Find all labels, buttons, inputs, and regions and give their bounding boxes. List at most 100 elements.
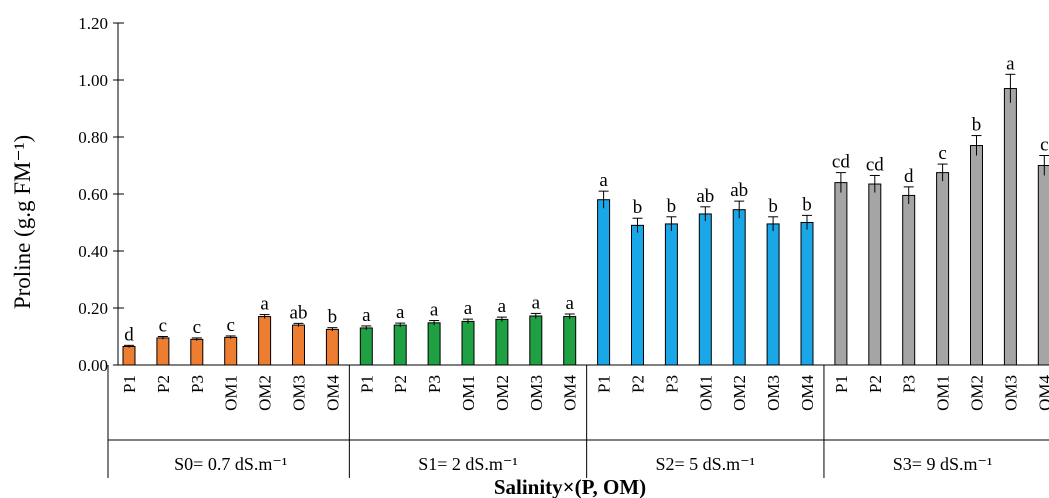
y-tick-label: 0.00	[78, 356, 108, 375]
bar	[156, 337, 170, 366]
significance-letter: cd	[832, 152, 850, 173]
x-category-label: OM1	[222, 375, 241, 411]
significance-letter: a	[396, 302, 405, 323]
y-tick-label: 1.00	[78, 71, 108, 90]
x-category-label: OM1	[934, 375, 953, 411]
y-tick-label: 0.40	[78, 242, 108, 261]
significance-letter: c	[226, 315, 234, 336]
bar	[732, 209, 746, 366]
x-category-label: P1	[357, 375, 376, 393]
x-category-label: P3	[900, 375, 919, 393]
x-category-label: OM1	[696, 375, 715, 411]
bar	[834, 182, 848, 366]
bar	[1003, 88, 1017, 366]
bar	[325, 328, 339, 366]
bar	[258, 316, 272, 366]
significance-letter: b	[768, 196, 778, 217]
y-tick-label: 0.20	[78, 299, 108, 318]
significance-letter: ab	[290, 302, 308, 323]
group-label: S0= 0.7 dS.m⁻¹	[174, 454, 287, 474]
bar	[970, 145, 983, 366]
significance-letter: a	[1006, 53, 1015, 74]
significance-letter: ab	[696, 186, 714, 207]
x-category-label: OM3	[290, 375, 309, 411]
bar	[292, 324, 305, 366]
y-axis-title: Proline (g.g FM⁻¹)	[10, 135, 35, 309]
bar	[868, 183, 882, 366]
significance-letter: a	[565, 293, 574, 314]
y-axis: 0.00 0.20 0.40 0.60 0.80 1.00 1.20	[78, 14, 124, 375]
significance-letter: a	[362, 305, 371, 326]
x-category-label: P2	[154, 375, 173, 393]
significance-letter: cd	[866, 154, 884, 175]
significance-letter: b	[667, 196, 677, 217]
bar	[631, 224, 644, 366]
x-category-label: OM4	[561, 375, 580, 411]
group-label: S2= 5 dS.m⁻¹	[656, 454, 756, 474]
significance-letter: a	[464, 298, 473, 319]
bar	[461, 320, 475, 366]
x-category-label: OM2	[730, 375, 749, 411]
significance-letter: b	[633, 197, 643, 218]
bar	[800, 222, 814, 366]
significance-letter: d	[904, 166, 914, 187]
x-category-label: OM3	[527, 375, 546, 411]
x-category-label: P2	[866, 375, 885, 393]
x-category-label: P1	[595, 375, 614, 393]
significance-letter: a	[498, 296, 507, 317]
significance-letter: a	[260, 294, 269, 315]
significance-letter: c	[1040, 135, 1048, 156]
y-tick-label: 1.20	[78, 14, 108, 33]
x-category-label: OM4	[323, 375, 342, 411]
significance-letter: c	[193, 317, 201, 338]
x-category-label: OM2	[968, 375, 987, 411]
y-tick-label: 0.80	[78, 128, 108, 147]
x-category-label: OM2	[493, 375, 512, 411]
x-axis: P1 P2 P3 OM1 OM2 OM3 OM4 P1 P2 P3 OM1 OM2 OM3 OM4 P1 P2…	[107, 364, 1049, 478]
x-category-label: OM2	[256, 375, 275, 411]
significance-letter: b	[972, 115, 982, 136]
bar	[529, 315, 543, 366]
bar	[190, 338, 204, 366]
x-category-label: P3	[188, 375, 207, 393]
x-category-label: P2	[391, 375, 410, 393]
y-tick-label: 0.60	[78, 185, 108, 204]
x-category-label: P2	[629, 375, 648, 393]
group-label: S3= 9 dS.m⁻¹	[893, 454, 993, 474]
bar	[597, 199, 611, 366]
bar	[393, 324, 407, 366]
x-category-label: P1	[832, 375, 851, 393]
bar	[563, 316, 577, 366]
bar	[427, 322, 441, 366]
significance-letter: c	[938, 143, 946, 164]
x-category-label: OM3	[764, 375, 783, 411]
x-category-label: OM4	[1035, 375, 1049, 411]
x-axis-title: Salinity×(P, OM)	[494, 475, 646, 498]
bar	[495, 318, 509, 366]
significance-letter: a	[599, 170, 608, 191]
x-category-label: OM3	[1001, 375, 1020, 411]
significance-letter: c	[159, 316, 167, 337]
bar	[766, 223, 780, 366]
x-category-label: P3	[662, 375, 681, 393]
x-category-label: OM1	[459, 375, 478, 411]
significance-letter: b	[802, 194, 812, 215]
bar	[224, 336, 238, 366]
x-category-label: OM4	[798, 375, 817, 411]
bar	[1037, 165, 1049, 366]
significance-letter: d	[124, 324, 134, 345]
bar	[698, 213, 712, 366]
bar	[664, 223, 678, 366]
group-label: S1= 2 dS.m⁻¹	[418, 454, 518, 474]
bar	[902, 194, 916, 366]
significance-letter: a	[430, 300, 439, 321]
x-category-label: P3	[425, 375, 444, 393]
significance-letter: b	[328, 307, 338, 328]
significance-letter: a	[532, 292, 541, 313]
bar	[359, 327, 373, 366]
bar	[936, 172, 950, 366]
significance-letter: ab	[730, 180, 748, 201]
bar	[122, 345, 136, 366]
